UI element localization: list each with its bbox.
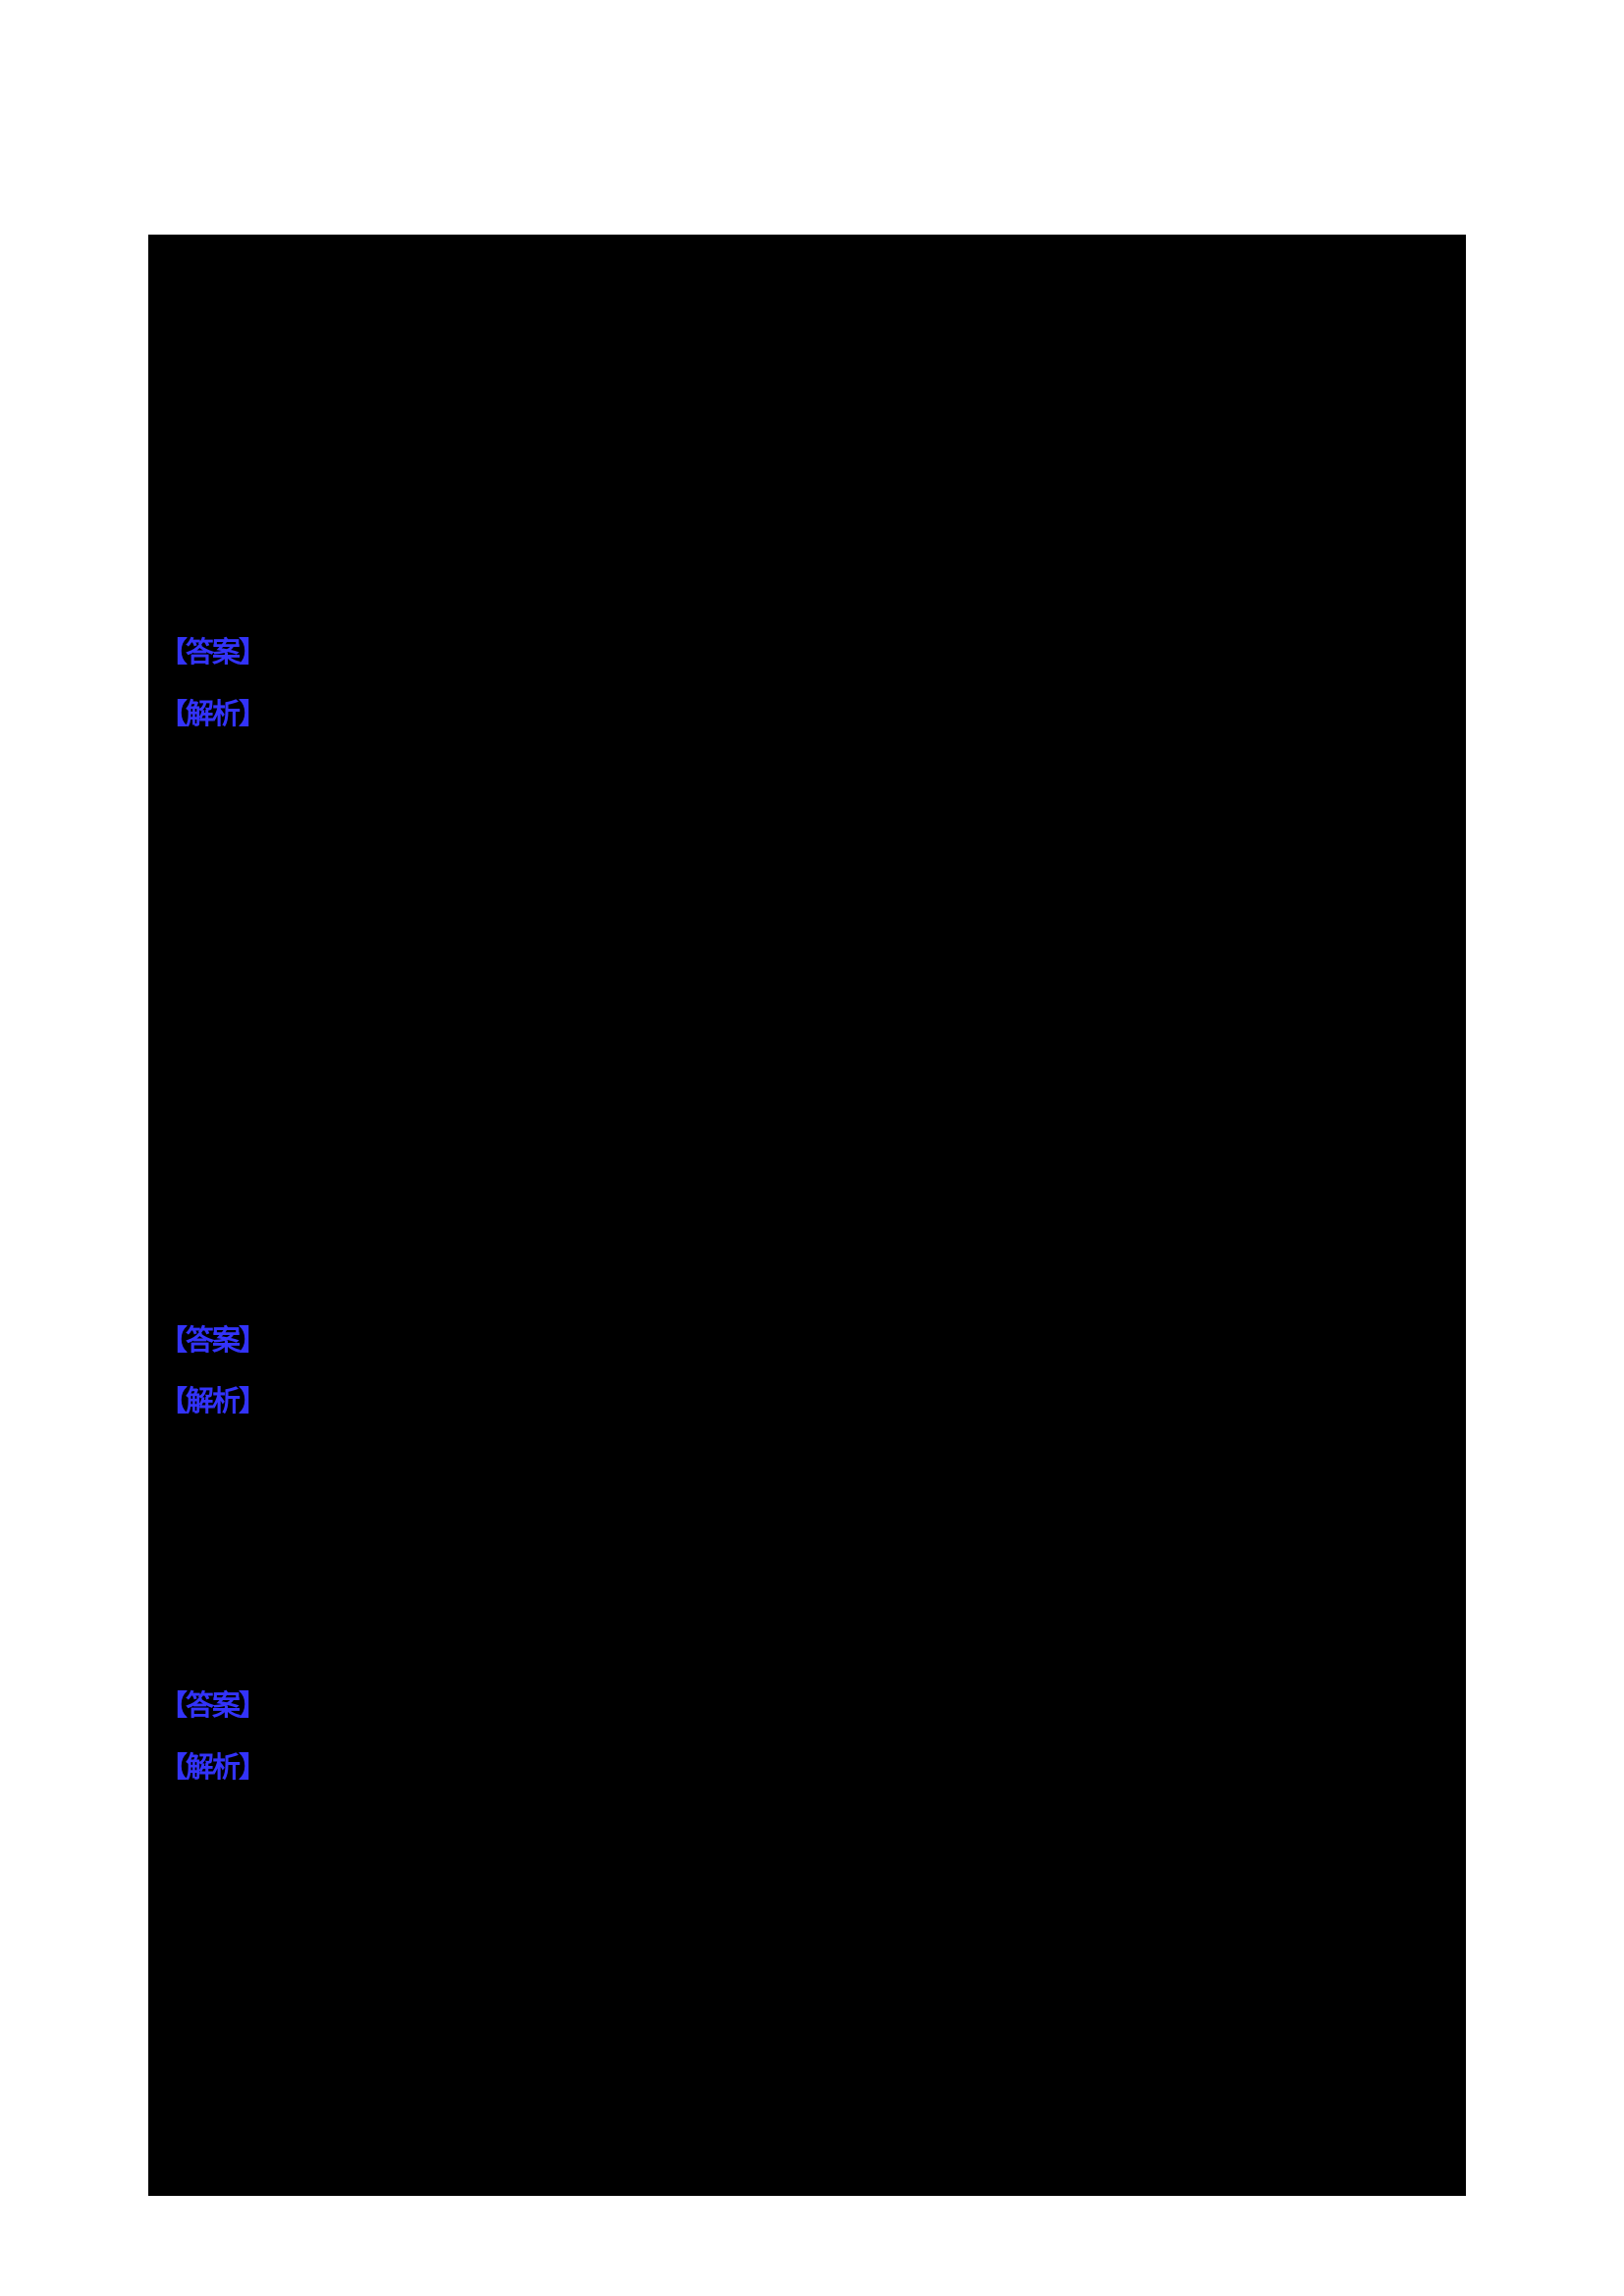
answer-label-1: 【答案】 [159,635,267,668]
analysis-label-3: 【解析】 [159,1750,267,1784]
analysis-label-2: 【解析】 [159,1384,267,1417]
answer-label-2: 【答案】 [159,1323,267,1357]
blacked-out-content-region: 【答案】 【解析】 【答案】 【解析】 【答案】 【解析】 [148,235,1466,2196]
answer-label-3: 【答案】 [159,1688,267,1722]
analysis-label-1: 【解析】 [159,697,267,730]
